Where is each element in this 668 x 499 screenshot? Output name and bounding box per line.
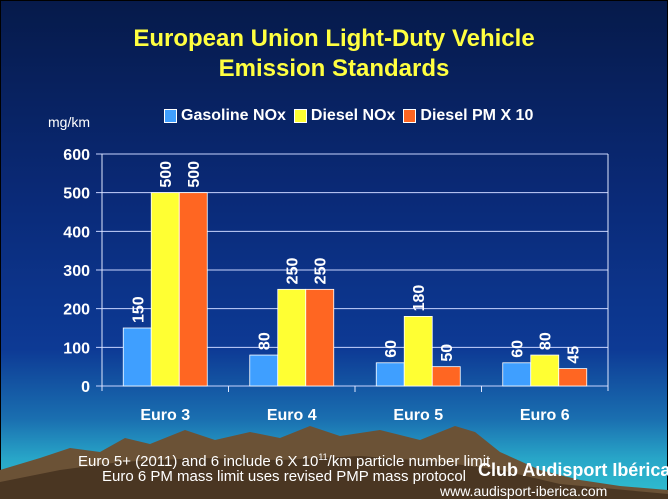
bar	[122, 327, 152, 387]
bar	[375, 362, 405, 387]
brand-url: www.audisport-iberica.com	[440, 483, 608, 499]
legend: Gasoline NOx Diesel NOx Diesel PM X 10	[164, 107, 533, 125]
data-labels: 150 500 500 80 250 250 60 180 50 60 80 45	[130, 161, 583, 364]
y-tick-label: 600	[63, 147, 90, 164]
bar	[502, 362, 532, 387]
bar	[150, 192, 180, 387]
bar	[178, 192, 208, 387]
legend-item-diesel-nox: Diesel NOx	[293, 107, 396, 125]
x-tick-label: Euro 6	[520, 407, 570, 424]
x-tick-labels: Euro 3 Euro 4 Euro 5 Euro 6	[140, 407, 569, 424]
bar	[558, 368, 588, 387]
mountain-landscape	[0, 426, 668, 499]
chart-title-line-2: Emission Standards	[218, 55, 450, 82]
data-label: 180	[411, 285, 428, 312]
data-label: 50	[439, 344, 456, 362]
data-label: 500	[158, 161, 175, 188]
y-tick-label: 400	[63, 224, 90, 241]
bar	[431, 366, 461, 387]
y-tick-label: 500	[63, 186, 90, 203]
footnote-line-1: Euro 5+ (2011) and 6 include 6 X 1011/km…	[78, 452, 491, 470]
chart-title-line-1: European Union Light-Duty Vehicle	[133, 25, 535, 52]
x-tick-label: Euro 3	[140, 407, 190, 424]
legend-swatch-diesel-pm	[403, 109, 417, 123]
y-tick-label: 300	[63, 263, 90, 280]
data-label: 60	[383, 340, 400, 358]
data-label: 250	[285, 258, 302, 285]
x-tick-label: Euro 4	[267, 407, 317, 424]
bar	[277, 288, 307, 387]
bar	[530, 354, 560, 387]
bar	[305, 288, 335, 387]
y-axis-label: mg/km	[48, 114, 90, 130]
legend-label: Diesel NOx	[310, 107, 396, 124]
legend-swatch-gasoline-nox	[164, 109, 177, 123]
data-label: 60	[510, 340, 527, 358]
y-tick-labels: 0 100 200 300 400 500 600	[63, 147, 90, 396]
legend-item-gasoline-nox: Gasoline NOx	[164, 107, 286, 125]
data-label: 500	[186, 161, 203, 188]
bar	[403, 315, 433, 387]
data-label: 80	[257, 332, 274, 350]
y-tick-label: 100	[63, 340, 90, 357]
data-label: 80	[538, 332, 555, 350]
legend-label: Gasoline NOx	[181, 107, 286, 124]
y-tick-label: 200	[63, 302, 90, 319]
data-label: 45	[566, 346, 583, 364]
legend-swatch-diesel-nox	[293, 109, 307, 123]
chart-title: European Union Light-Duty Vehicle Emissi…	[0, 24, 668, 84]
footnote-line-2: Euro 6 PM mass limit uses revised PMP ma…	[102, 468, 467, 485]
legend-item-diesel-pm: Diesel PM X 10	[403, 107, 533, 125]
brand-logo-text: Club Audisport Ibérica	[478, 460, 668, 480]
x-tick-label: Euro 5	[393, 407, 443, 424]
data-label: 150	[130, 296, 147, 323]
legend-label: Diesel PM X 10	[420, 107, 534, 124]
data-label: 250	[313, 258, 330, 285]
bars	[122, 192, 588, 387]
bar	[249, 354, 279, 387]
y-tick-label: 0	[81, 379, 90, 396]
